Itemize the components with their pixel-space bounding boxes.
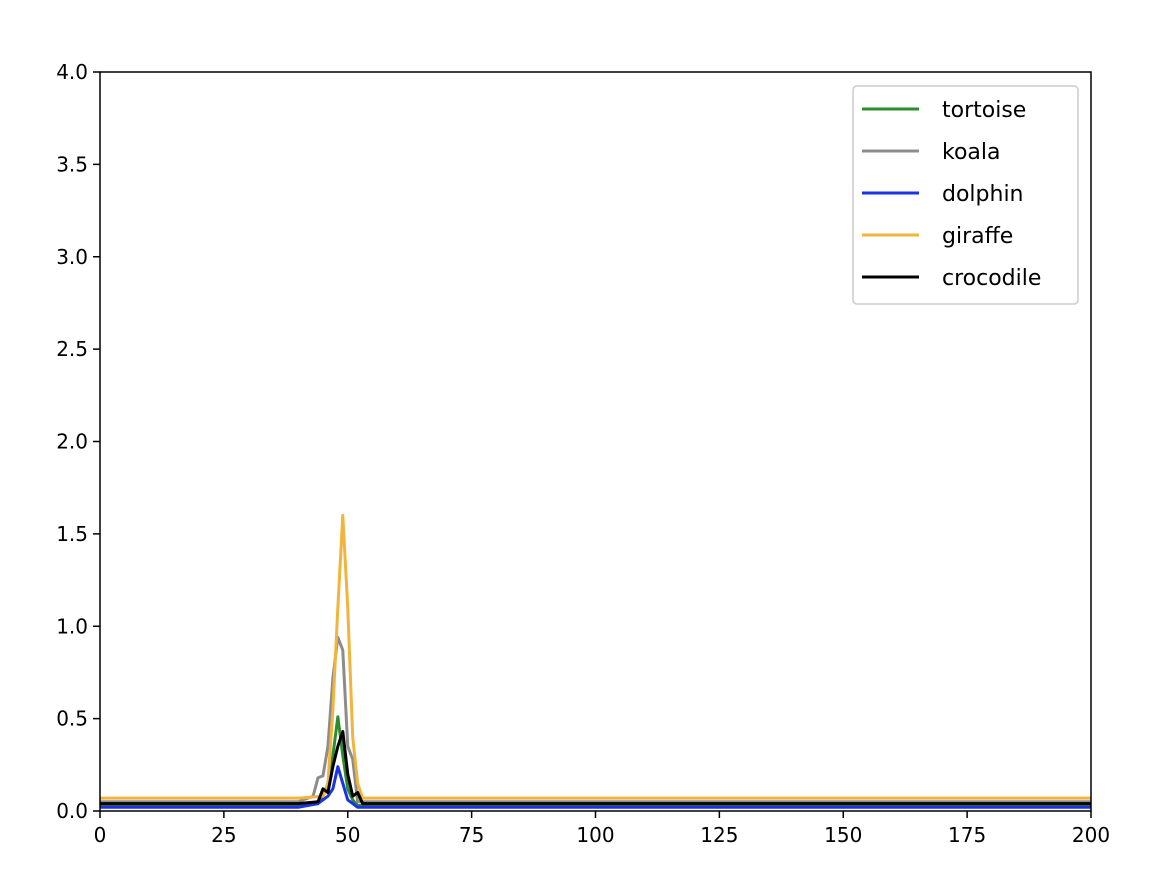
series-line-giraffe [100, 513, 1091, 800]
y-tick-label: 3.0 [56, 245, 88, 269]
legend-box [852, 85, 1079, 305]
y-tick-label: 2.5 [56, 337, 88, 361]
legend-label-koala: koala [942, 140, 1001, 165]
x-tick-label: 75 [459, 823, 484, 847]
x-tick-label: 125 [700, 823, 738, 847]
y-tick-label: 1.0 [56, 614, 88, 638]
x-tick-label: 25 [211, 823, 236, 847]
series-line-koala [100, 635, 1091, 804]
x-tick-label: 175 [948, 823, 986, 847]
series-line-dolphin [100, 765, 1091, 809]
x-tick-label: 100 [576, 823, 614, 847]
x-tick-label: 150 [824, 823, 862, 847]
legend-label-giraffe: giraffe [942, 224, 1013, 249]
series-layer [100, 513, 1091, 809]
y-tick-label: 3.5 [56, 152, 88, 176]
legend-label-tortoise: tortoise [942, 98, 1026, 123]
y-axis-ticks: 0.0 0.5 1.0 1.5 2.0 2.5 3.0 3.5 4.0 [56, 60, 100, 823]
legend-label-dolphin: dolphin [942, 182, 1024, 207]
y-tick-label: 2.0 [56, 430, 88, 454]
legend-label-crocodile: crocodile [942, 266, 1041, 291]
x-tick-label: 200 [1072, 823, 1110, 847]
y-tick-label: 0.5 [56, 707, 88, 731]
series-line-crocodile [100, 730, 1091, 806]
x-axis-ticks: 0 25 50 75 100 125 150 175 200 [94, 811, 1110, 847]
legend: tortoise koala dolphin giraffe crocodile [852, 85, 1079, 305]
x-tick-label: 50 [335, 823, 360, 847]
y-tick-label: 0.0 [56, 799, 88, 823]
series-line-tortoise [100, 715, 1091, 807]
x-tick-label: 0 [94, 823, 107, 847]
y-tick-label: 4.0 [56, 60, 88, 84]
y-tick-label: 1.5 [56, 522, 88, 546]
